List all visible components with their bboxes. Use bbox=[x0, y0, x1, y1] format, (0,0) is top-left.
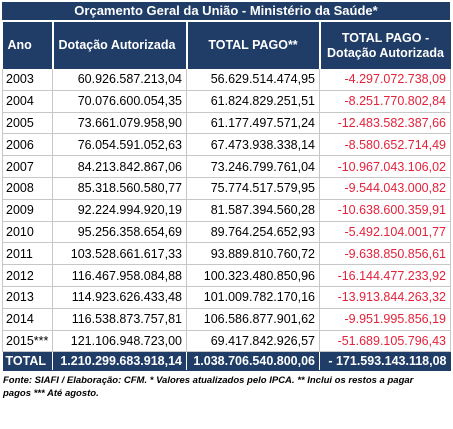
paid-cell: 69.417.842.926,57 bbox=[186, 330, 320, 353]
year-cell: 2014 bbox=[2, 308, 53, 331]
header-paid: TOTAL PAGO** bbox=[186, 22, 321, 69]
table-row: 2010 95.256.358.654,69 89.764.254.652,93 -5… bbox=[2, 221, 451, 244]
difference-cell: -9.544.043.000,82 bbox=[319, 177, 451, 200]
authorized-cell: 85.318.560.580,77 bbox=[52, 177, 187, 200]
table-row: 2012 116.467.958.084,88 100.323.480.850,96… bbox=[2, 264, 451, 287]
total-authorized: 1.210.299.683.918,14 bbox=[52, 351, 187, 372]
year-cell: 2010 bbox=[2, 221, 53, 244]
table-row: 2003 60.926.587.213,04 56.629.514.474,95 -4… bbox=[2, 69, 451, 91]
paid-cell: 56.629.514.474,95 bbox=[186, 69, 320, 91]
table-row: 2007 84.213.842.867,06 73.246.799.761,04 -1… bbox=[2, 155, 451, 178]
authorized-cell: 73.661.079.958,90 bbox=[52, 112, 187, 135]
table-title: Orçamento Geral da União - Ministério da… bbox=[2, 2, 450, 22]
authorized-cell: 95.256.358.654,69 bbox=[52, 221, 187, 244]
paid-cell: 61.177.497.571,24 bbox=[186, 112, 320, 135]
source-note: Fonte: SIAFI / Elaboração: CFM. * Valore… bbox=[3, 375, 414, 400]
authorized-cell: 121.106.948.723,00 bbox=[52, 330, 187, 353]
header-year: Ano bbox=[2, 22, 54, 69]
year-cell: 2008 bbox=[2, 177, 53, 200]
authorized-cell: 116.538.873.757,81 bbox=[52, 308, 187, 331]
budget-table: Ano Dotação Autorizada TOTAL PAGO** TOTA… bbox=[2, 22, 451, 372]
difference-cell: -4.297.072.738,09 bbox=[319, 69, 451, 91]
authorized-cell: 92.224.994.920,19 bbox=[52, 199, 187, 222]
paid-cell: 106.586.877.901,62 bbox=[186, 308, 320, 331]
authorized-cell: 76.054.591.052,63 bbox=[52, 133, 187, 157]
year-cell: 2012 bbox=[2, 264, 53, 287]
total-row: TOTAL 1.210.299.683.918,14 1.038.706.540… bbox=[2, 351, 451, 372]
authorized-cell: 116.467.958.084,88 bbox=[52, 264, 187, 287]
header-authorized: Dotação Autorizada bbox=[52, 22, 188, 69]
year-cell: 2015*** bbox=[2, 330, 53, 353]
difference-cell: -12.483.582.387,66 bbox=[319, 112, 451, 135]
difference-cell: -10.638.600.359,91 bbox=[319, 199, 451, 222]
table-row: 2011 103.528.661.617,33 93.889.810.760,72-… bbox=[2, 242, 451, 266]
authorized-cell: 70.076.600.054,35 bbox=[52, 90, 187, 113]
difference-cell: -8.580.652.714,49 bbox=[319, 133, 451, 157]
year-cell: 2009 bbox=[2, 199, 53, 222]
year-cell: 2011 bbox=[2, 242, 53, 266]
header-row: Ano Dotação Autorizada TOTAL PAGO** TOTA… bbox=[2, 22, 451, 69]
paid-cell: 61.824.829.251,51 bbox=[186, 90, 320, 113]
header-difference-line1: TOTAL PAGO - bbox=[341, 30, 430, 45]
difference-cell: -5.492.104.001,77 bbox=[319, 221, 451, 244]
paid-cell: 100.323.480.850,96 bbox=[186, 264, 320, 287]
year-cell: 2013 bbox=[2, 286, 53, 309]
authorized-cell: 103.528.661.617,33 bbox=[52, 242, 187, 266]
paid-cell: 101.009.782.170,16 bbox=[186, 286, 320, 309]
budget-table-container: Orçamento Geral da União - Ministério da… bbox=[2, 2, 451, 400]
total-difference: - 171.593.143.118,08 bbox=[319, 351, 451, 372]
difference-cell: -16.144.477.233,92 bbox=[319, 264, 451, 287]
authorized-cell: 84.213.842.867,06 bbox=[52, 155, 187, 178]
paid-cell: 67.473.938.338,14 bbox=[186, 133, 320, 157]
difference-cell: -51.689.105.796,43 bbox=[319, 330, 451, 353]
paid-cell: 75.774.517.579,95 bbox=[186, 177, 320, 200]
year-cell: 2005 bbox=[2, 112, 53, 135]
paid-cell: 93.889.810.760,72 bbox=[186, 242, 320, 266]
paid-cell: 89.764.254.652,93 bbox=[186, 221, 320, 244]
year-cell: 2003 bbox=[2, 69, 53, 91]
total-label: TOTAL bbox=[2, 351, 53, 372]
table-row: 2009 92.224.994.920,19 81.587.394.560,28 -1… bbox=[2, 199, 451, 222]
difference-cell: -8.251.770.802,84 bbox=[319, 90, 451, 113]
authorized-cell: 114.923.626.433,48 bbox=[52, 286, 187, 309]
table-row: 2013 114.923.626.433,48 101.009.782.170,16… bbox=[2, 286, 451, 309]
paid-cell: 81.587.394.560,28 bbox=[186, 199, 320, 222]
difference-cell: -9.638.850.856,61 bbox=[319, 242, 451, 266]
table-row: 2005 73.661.079.958,90 61.177.497.571,24 -1… bbox=[2, 112, 451, 135]
difference-cell: -10.967.043.106,02 bbox=[319, 155, 451, 178]
year-cell: 2004 bbox=[2, 90, 53, 113]
table-row: 2004 70.076.600.054,35 61.824.829.251,51 -8… bbox=[2, 90, 451, 113]
header-difference-line2: Dotação Autorizada bbox=[327, 45, 444, 60]
table-row: 2008 85.318.560.580,77 75.774.517.579,95 -9… bbox=[2, 177, 451, 200]
paid-cell: 73.246.799.761,04 bbox=[186, 155, 320, 178]
total-paid: 1.038.706.540.800,06 bbox=[186, 351, 320, 372]
difference-cell: -13.913.844.263,32 bbox=[319, 286, 451, 309]
header-difference: TOTAL PAGO - Dotação Autorizada bbox=[319, 22, 451, 69]
table-row: 2015*** 121.106.948.723,00 69.417.842.926,… bbox=[2, 330, 451, 353]
table-row: 2006 76.054.591.052,63 67.473.938.338,14 -8… bbox=[2, 133, 451, 157]
year-cell: 2007 bbox=[2, 155, 53, 178]
table-row: 2014 116.538.873.757,81 106.586.877.901,62… bbox=[2, 308, 451, 331]
difference-cell: -9.951.995.856,19 bbox=[319, 308, 451, 331]
authorized-cell: 60.926.587.213,04 bbox=[52, 69, 187, 91]
year-cell: 2006 bbox=[2, 133, 53, 157]
